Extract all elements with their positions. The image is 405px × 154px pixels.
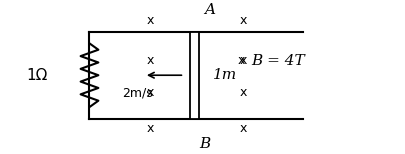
Text: 1Ω: 1Ω [26,68,48,83]
Text: x: x [146,86,154,99]
Text: x: x [146,122,154,135]
Text: x: x [239,54,247,67]
Text: x: x [239,14,247,27]
Text: x: x [239,86,247,99]
Text: A: A [205,3,215,17]
Text: 2m/s: 2m/s [122,86,153,99]
Text: B = 4T: B = 4T [251,54,305,68]
Text: x: x [239,122,247,135]
Text: 1m: 1m [213,68,237,82]
Text: B: B [199,138,210,152]
Bar [190,32,199,119]
Text: x: x [146,14,154,27]
Text: x: x [146,54,154,67]
Text: x: x [237,54,245,67]
